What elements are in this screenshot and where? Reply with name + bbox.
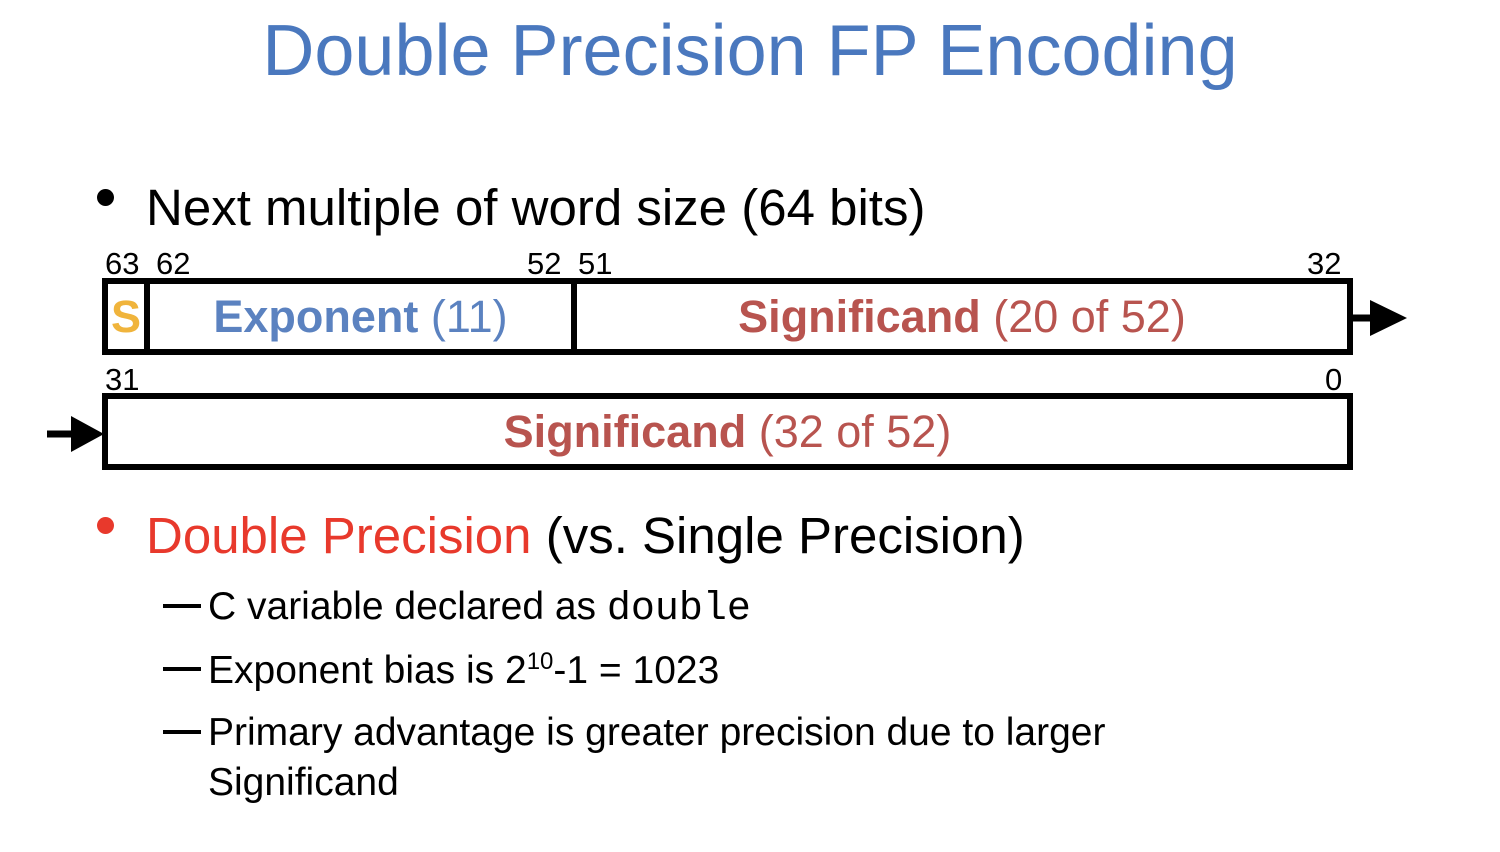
- sign-field: S: [108, 284, 144, 349]
- lower-significand-detail: (32 of 52): [758, 405, 952, 457]
- bullet-dot-1: [97, 189, 114, 206]
- lower-significand-field: Significand (32 of 52): [108, 399, 1347, 464]
- upper-word-box: S Exponent (11) Significand (20 of 52): [102, 278, 1353, 355]
- c-variable-text: C variable declared as: [208, 585, 607, 628]
- exponent-bias-prefix: Exponent bias is 2: [208, 649, 527, 692]
- upper-significand-field: Significand (20 of 52): [577, 284, 1347, 349]
- sign-label: S: [110, 290, 141, 342]
- bullet-dot-2: [97, 517, 114, 534]
- exponent-bias-power: 10: [526, 648, 554, 675]
- bit-label-52: 52: [527, 246, 562, 281]
- upper-significand-detail: (20 of 52): [993, 290, 1186, 342]
- bit-label-63: 63: [105, 246, 140, 281]
- bit-label-0: 0: [1325, 362, 1343, 397]
- lower-word-box: Significand (32 of 52): [102, 393, 1353, 470]
- primary-advantage-line1: Primary advantage is greater precision d…: [208, 711, 1106, 754]
- upper-significand-label: Significand (20 of 52): [738, 291, 1186, 343]
- primary-advantage-line2: Significand: [208, 761, 399, 804]
- bit-label-62: 62: [156, 246, 191, 281]
- continue-arrow-left-icon: [47, 416, 104, 452]
- upper-significand-name: Significand: [738, 290, 981, 342]
- page-title: Double Precision FP Encoding: [262, 11, 1238, 91]
- double-precision-highlight: Double Precision: [146, 507, 532, 564]
- bullet-double-precision: Double Precision (vs. Single Precision): [146, 506, 1025, 566]
- sign-exponent-divider: [144, 284, 150, 349]
- sub-bullet-c-variable: C variable declared as double: [208, 582, 751, 635]
- dash-1: [163, 604, 201, 608]
- bit-label-31: 31: [105, 362, 140, 397]
- bullet-word-size: Next multiple of word size (64 bits): [146, 179, 926, 236]
- exponent-label: Exponent (11): [213, 291, 507, 343]
- exponent-significand-divider: [571, 284, 577, 349]
- exponent-detail: (11): [430, 290, 508, 342]
- double-keyword: double: [606, 587, 751, 632]
- bit-label-51: 51: [578, 246, 613, 281]
- dash-3: [163, 730, 201, 734]
- exponent-name: Exponent: [213, 290, 419, 342]
- bit-label-32: 32: [1307, 246, 1342, 281]
- exponent-field: Exponent (11): [150, 284, 571, 349]
- exponent-bias-suffix: -1 = 1023: [553, 649, 720, 692]
- sub-bullet-exponent-bias: Exponent bias is 210-1 = 1023: [208, 646, 719, 696]
- lower-significand-name: Significand: [503, 405, 747, 457]
- lower-significand-label: Significand (32 of 52): [504, 406, 952, 458]
- sub-bullet-primary-advantage: Primary advantage is greater precision d…: [208, 708, 1105, 808]
- dash-2: [163, 667, 201, 671]
- continue-arrow-right-icon: [1350, 300, 1407, 336]
- double-precision-rest: (vs. Single Precision): [545, 507, 1025, 564]
